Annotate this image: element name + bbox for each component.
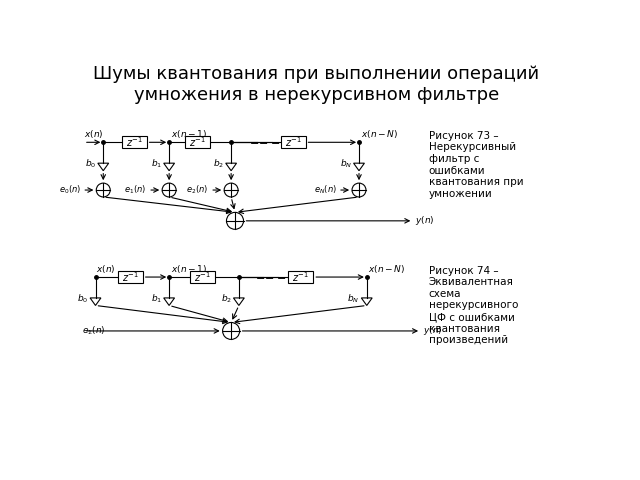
Text: $z^{-1}$: $z^{-1}$ — [122, 270, 139, 284]
FancyBboxPatch shape — [186, 136, 210, 148]
Text: $- \!-\! -$: $- \!-\! -$ — [248, 137, 280, 147]
FancyBboxPatch shape — [122, 136, 147, 148]
Text: Рисунок 73 –
Нерекурсивный
фильтр с
ошибками
квантования при
умножении: Рисунок 73 – Нерекурсивный фильтр с ошиб… — [429, 131, 524, 199]
Text: $z^{-1}$: $z^{-1}$ — [126, 135, 143, 149]
Text: $e_{\Sigma}(n)$: $e_{\Sigma}(n)$ — [83, 324, 106, 337]
Text: $b_0$: $b_0$ — [77, 293, 88, 305]
Text: $z^{-1}$: $z^{-1}$ — [194, 270, 211, 284]
Text: $y(n)$: $y(n)$ — [422, 324, 442, 337]
Text: Шумы квантования при выполнении операций
умножения в нерекурсивном фильтре: Шумы квантования при выполнении операций… — [93, 65, 540, 104]
Text: $z^{-1}$: $z^{-1}$ — [292, 270, 309, 284]
Text: $b_2$: $b_2$ — [221, 293, 232, 305]
Text: $e_N(n)$: $e_N(n)$ — [314, 184, 337, 196]
Text: $e_2(n)$: $e_2(n)$ — [186, 184, 209, 196]
Text: $z^{-1}$: $z^{-1}$ — [189, 135, 206, 149]
Text: $e_0(n)$: $e_0(n)$ — [58, 184, 81, 196]
Text: $e_1(n)$: $e_1(n)$ — [124, 184, 147, 196]
Text: $b_2$: $b_2$ — [213, 158, 224, 170]
Text: $z^{-1}$: $z^{-1}$ — [285, 135, 301, 149]
Text: $x(n-1)$: $x(n-1)$ — [171, 128, 207, 140]
Text: $- \!-\! -$: $- \!-\! -$ — [255, 272, 287, 282]
FancyBboxPatch shape — [289, 271, 313, 283]
Text: $b_1$: $b_1$ — [151, 293, 162, 305]
Text: $y(n)$: $y(n)$ — [415, 215, 435, 228]
Text: $b_1$: $b_1$ — [151, 158, 162, 170]
Text: $b_N$: $b_N$ — [348, 293, 360, 305]
Text: $x(n)$: $x(n)$ — [95, 263, 115, 275]
Text: $x(n-1)$: $x(n-1)$ — [171, 263, 207, 275]
FancyBboxPatch shape — [190, 271, 215, 283]
Text: Рисунок 74 –
Эквивалентная
схема
нерекурсивного
ЦФ с ошибками
квантования
произв: Рисунок 74 – Эквивалентная схема нерекур… — [429, 265, 518, 345]
Text: $x(n)$: $x(n)$ — [84, 128, 104, 140]
Text: $x(n-N)$: $x(n-N)$ — [368, 263, 406, 275]
Text: $x(n-N)$: $x(n-N)$ — [360, 128, 398, 140]
Text: $b_N$: $b_N$ — [340, 158, 352, 170]
FancyBboxPatch shape — [281, 136, 305, 148]
FancyBboxPatch shape — [118, 271, 143, 283]
Text: $b_0$: $b_0$ — [85, 158, 96, 170]
